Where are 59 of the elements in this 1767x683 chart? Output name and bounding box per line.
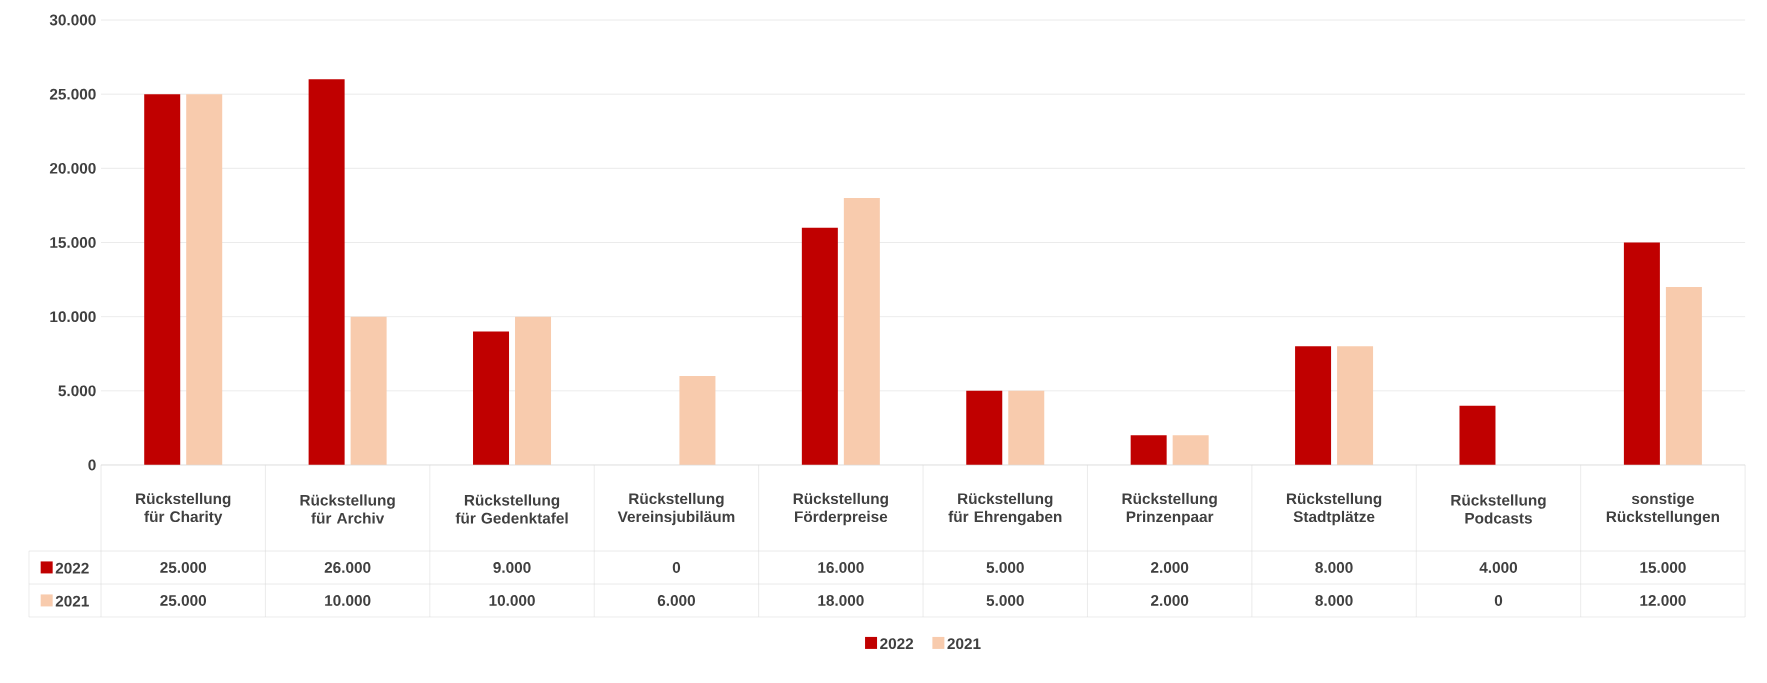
data-label: 9.000 [493,562,531,573]
legend-label: 2021 [55,595,89,607]
data-label: 25.000 [160,595,207,606]
x-tick-label: Rückstellung Vereinsjubiläum [617,492,735,526]
data-label: 12.000 [1640,595,1686,606]
data-label: 8.000 [1315,562,1353,573]
y-tick-label: 30.000 [49,14,96,26]
bar [308,79,345,465]
bar [966,390,1003,465]
y-tick-label: 10.000 [50,311,96,323]
data-label: 0 [672,562,681,573]
x-tick-label: Rückstellung für Archiv [300,494,395,524]
y-tick-label: 20.000 [49,162,96,174]
bar [679,376,716,465]
data-label: 6.000 [657,595,695,606]
x-tick-label: Rückstellung Podcasts [1451,494,1546,524]
y-tick-label: 15.000 [50,237,96,248]
bar [1459,405,1496,465]
data-label: 2.000 [1151,595,1189,606]
x-tick-label: Rückstellung Prinzenpaar [1122,492,1217,526]
data-label: 16.000 [818,562,864,573]
data-label: 25.000 [160,562,207,573]
y-tick-label: 0 [88,459,96,471]
bar [1130,435,1167,465]
bar [1337,346,1374,465]
bar [801,227,838,465]
bar [843,198,880,465]
bar [350,316,387,465]
data-label: 10.000 [489,595,535,606]
data-label: 10.000 [325,595,371,606]
data-label: 26.000 [324,562,371,573]
data-label: 15.000 [1640,562,1686,573]
x-tick-label: Rückstellung für Ehrengaben [948,492,1062,526]
x-tick-label: Rückstellung Förderpreise [793,492,888,526]
bar [1623,242,1660,465]
bar [186,94,223,465]
text: 2021 [947,638,981,650]
bar [1008,390,1045,465]
data-label: 5.000 [986,595,1024,606]
x-tick-label: Rückstellung für Gedenktafel [455,494,568,524]
bar [1665,287,1702,465]
text: 2022 [880,638,914,650]
bar [1172,435,1209,465]
bar [1295,346,1332,465]
data-label: 8.000 [1315,595,1353,606]
data-label: 2.000 [1151,562,1189,573]
data-label: 18.000 [818,595,864,606]
bar [515,316,552,465]
x-tick-label: Rückstellung Stadtplätze [1286,492,1382,526]
x-tick-label: Rückstellung für Charity [136,492,231,526]
x-tick-label: sonstige Rückstellungen [1606,492,1720,526]
y-tick-label: 25.000 [49,88,96,100]
data-label: 4.000 [1479,562,1518,573]
bar [144,94,181,465]
bar [473,331,510,465]
y-tick-label: 5.000 [58,385,96,397]
data-label: 0 [1494,595,1503,606]
data-label: 5.000 [986,562,1024,573]
legend-label: 2022 [55,562,89,574]
